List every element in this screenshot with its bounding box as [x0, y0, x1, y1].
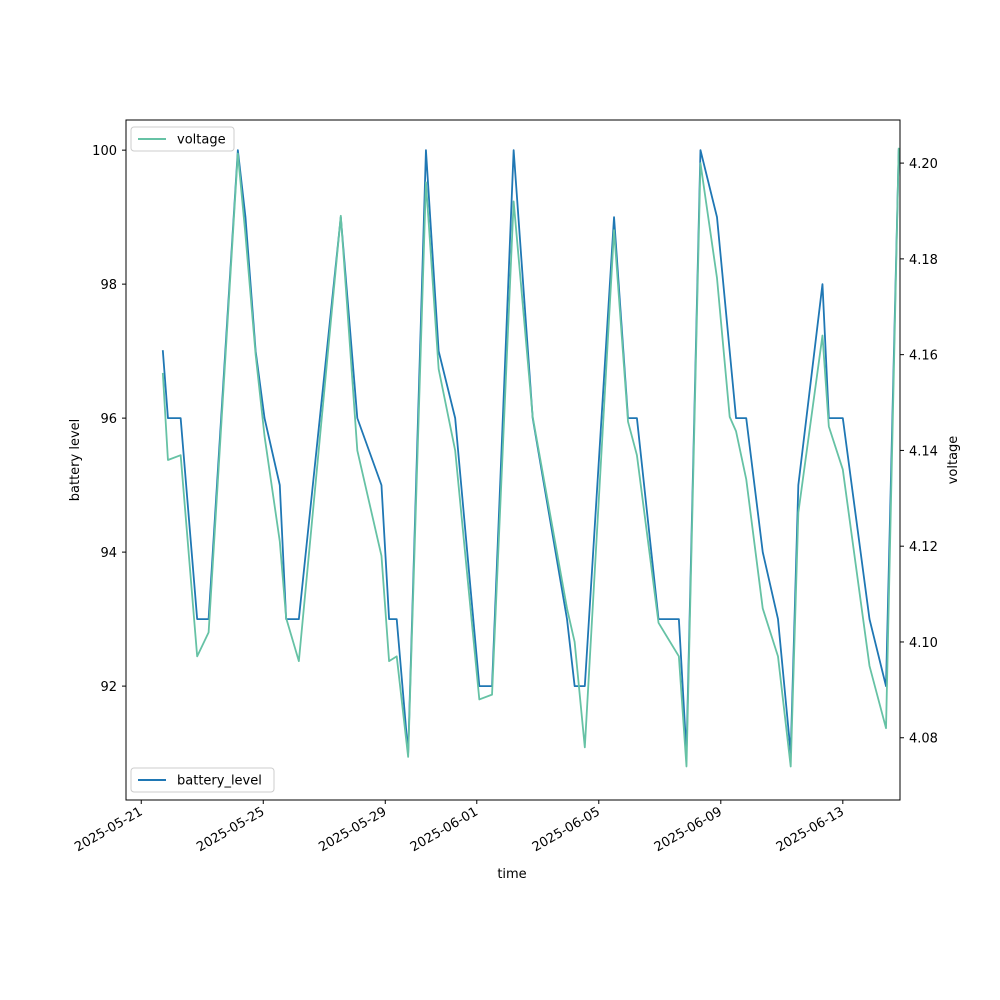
right-y-axis-title: voltage — [946, 436, 961, 485]
legend-battery-level-box — [130, 767, 275, 793]
legend-battery-level: battery_level — [130, 767, 275, 793]
right-y-tick-label: 4.18 — [909, 253, 938, 268]
right-y-tick-label: 4.08 — [909, 732, 938, 747]
left-y-axis-title: battery level — [68, 419, 83, 502]
legend-battery-level-label: battery_level — [177, 774, 262, 789]
plot-area — [161, 147, 900, 768]
right-y-tick-label: 4.20 — [909, 157, 938, 172]
right-y-tick-label: 4.14 — [909, 444, 938, 459]
legend-voltage: voltage — [130, 126, 235, 152]
series-line-voltage — [161, 147, 900, 768]
left-y-tick-label: 92 — [100, 680, 117, 695]
legend-voltage-box — [130, 126, 235, 152]
x-axis-title: time — [497, 867, 526, 882]
left-y-tick-label: 100 — [92, 144, 117, 159]
left-y-tick-label: 94 — [100, 546, 117, 561]
right-y-tick-label: 4.10 — [909, 636, 938, 651]
right-y-tick-label: 4.16 — [909, 349, 938, 364]
left-y-tick-label: 96 — [100, 412, 117, 427]
left-y-tick-label: 98 — [100, 278, 117, 293]
legend-voltage-label: voltage — [177, 133, 226, 148]
plot-frame — [125, 119, 901, 801]
right-y-tick-label: 4.12 — [909, 540, 938, 555]
